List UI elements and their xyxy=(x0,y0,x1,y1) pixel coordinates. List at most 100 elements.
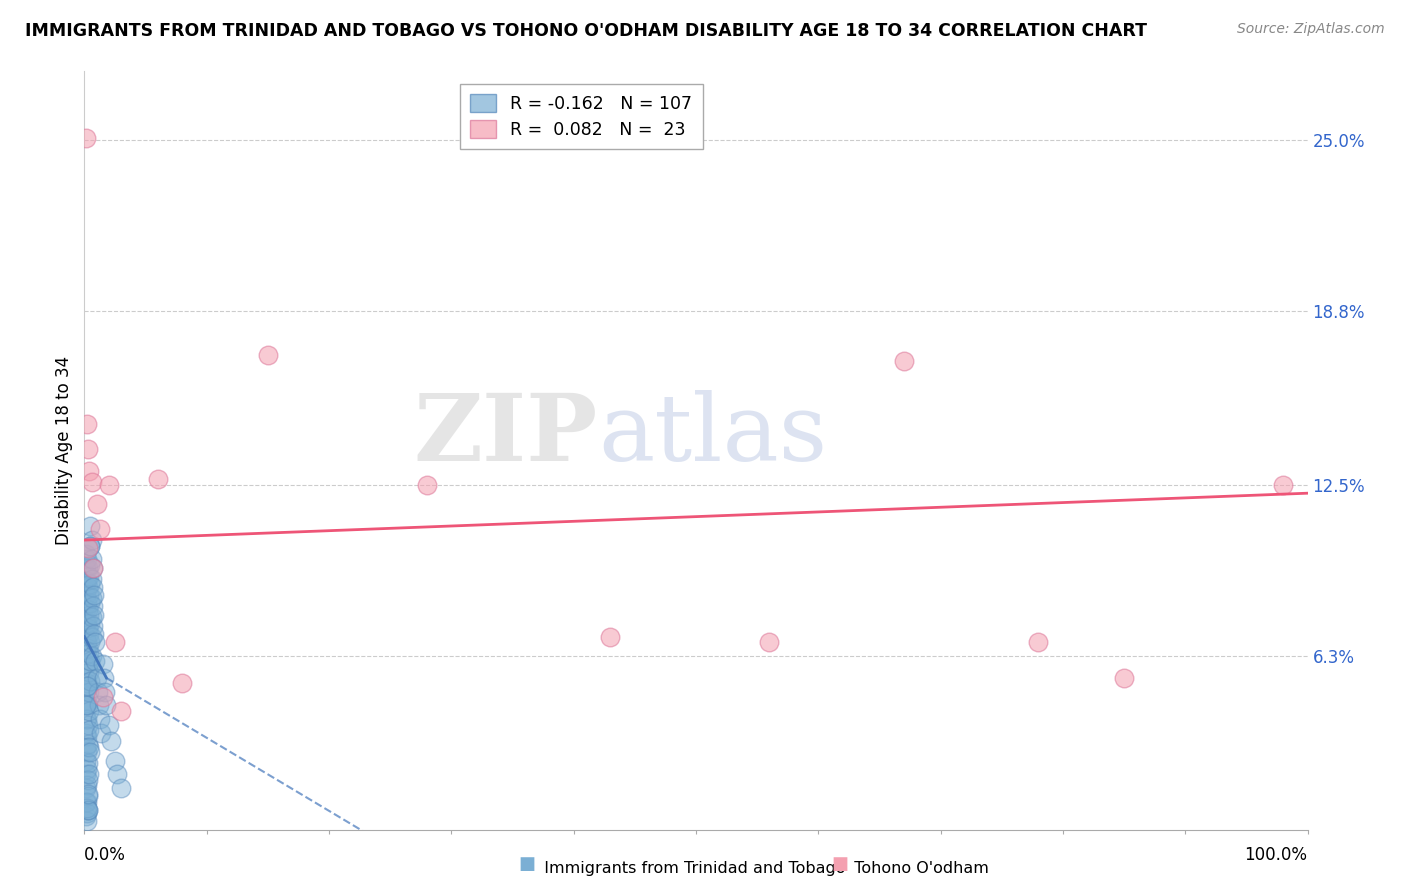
Point xyxy=(416,478,439,492)
Point xyxy=(77,607,100,622)
Point xyxy=(77,660,100,674)
Point xyxy=(77,723,100,738)
Point xyxy=(75,630,97,644)
Point xyxy=(75,698,97,713)
Point xyxy=(76,762,98,776)
Point xyxy=(77,621,100,635)
Point xyxy=(77,588,100,602)
Point xyxy=(1272,478,1295,492)
Point xyxy=(104,635,127,649)
Point xyxy=(93,671,115,685)
Point xyxy=(82,599,104,614)
Point xyxy=(599,630,621,644)
Y-axis label: Disability Age 18 to 34: Disability Age 18 to 34 xyxy=(55,356,73,545)
Point xyxy=(91,690,114,705)
Point xyxy=(75,684,97,698)
Point xyxy=(86,671,108,685)
Point xyxy=(76,657,98,672)
Point xyxy=(75,588,97,602)
Point xyxy=(76,729,98,743)
Point xyxy=(77,718,100,732)
Point xyxy=(90,726,112,740)
Point xyxy=(77,541,100,556)
Point xyxy=(893,354,915,368)
Point xyxy=(75,560,97,574)
Text: ZIP: ZIP xyxy=(413,391,598,480)
Point xyxy=(76,679,98,693)
Text: Tohono O'odham: Tohono O'odham xyxy=(844,861,988,876)
Point xyxy=(94,684,117,698)
Point xyxy=(75,712,97,726)
Point xyxy=(80,591,103,605)
Point xyxy=(172,676,194,690)
Text: Immigrants from Trinidad and Tobago: Immigrants from Trinidad and Tobago xyxy=(534,861,846,876)
Point xyxy=(75,602,97,616)
Point xyxy=(77,704,100,718)
Point xyxy=(76,712,98,726)
Text: ■: ■ xyxy=(519,855,536,873)
Point xyxy=(1114,671,1136,685)
Point xyxy=(146,472,169,486)
Point xyxy=(83,607,105,622)
Point xyxy=(77,787,100,801)
Point xyxy=(76,574,98,589)
Point xyxy=(77,646,100,660)
Point xyxy=(89,522,111,536)
Point xyxy=(75,698,97,713)
Point xyxy=(79,539,101,553)
Text: atlas: atlas xyxy=(598,391,827,480)
Point xyxy=(84,635,107,649)
Point xyxy=(77,602,100,616)
Point xyxy=(79,615,101,630)
Point xyxy=(80,572,103,586)
Point xyxy=(79,635,101,649)
Point xyxy=(80,552,103,566)
Point xyxy=(76,745,98,759)
Point xyxy=(76,552,98,566)
Point xyxy=(80,533,103,547)
Point xyxy=(96,698,118,713)
Point xyxy=(82,560,104,574)
Point xyxy=(77,739,100,754)
Point xyxy=(77,569,100,583)
Point xyxy=(105,767,128,781)
Point xyxy=(257,348,280,362)
Point xyxy=(1028,635,1050,649)
Point xyxy=(77,464,100,478)
Point xyxy=(75,781,97,796)
Point xyxy=(79,539,101,553)
Point xyxy=(75,795,97,809)
Point xyxy=(79,654,101,668)
Point xyxy=(82,560,104,574)
Point xyxy=(75,657,97,672)
Point xyxy=(80,610,103,624)
Point xyxy=(76,814,98,829)
Point xyxy=(80,475,103,490)
Point xyxy=(75,130,97,145)
Point xyxy=(82,618,104,632)
Point xyxy=(110,704,132,718)
Point xyxy=(104,754,127,768)
Point xyxy=(77,767,100,781)
Point xyxy=(83,588,105,602)
Point xyxy=(79,673,101,688)
Point xyxy=(77,580,100,594)
Point xyxy=(83,627,105,641)
Point xyxy=(77,737,100,751)
Point xyxy=(79,519,101,533)
Point xyxy=(77,560,100,574)
Point xyxy=(87,698,110,713)
Legend: R = -0.162   N = 107, R =  0.082   N =  23: R = -0.162 N = 107, R = 0.082 N = 23 xyxy=(460,84,703,149)
Point xyxy=(76,597,98,611)
Point xyxy=(75,809,97,823)
Point xyxy=(75,547,97,561)
Text: IMMIGRANTS FROM TRINIDAD AND TOBAGO VS TOHONO O'ODHAM DISABILITY AGE 18 TO 34 CO: IMMIGRANTS FROM TRINIDAD AND TOBAGO VS T… xyxy=(25,22,1147,40)
Text: ■: ■ xyxy=(831,855,848,873)
Point xyxy=(75,726,97,740)
Point xyxy=(75,643,97,657)
Point xyxy=(76,805,98,820)
Point xyxy=(76,795,98,809)
Point xyxy=(100,734,122,748)
Point xyxy=(77,679,100,693)
Point xyxy=(77,665,100,680)
